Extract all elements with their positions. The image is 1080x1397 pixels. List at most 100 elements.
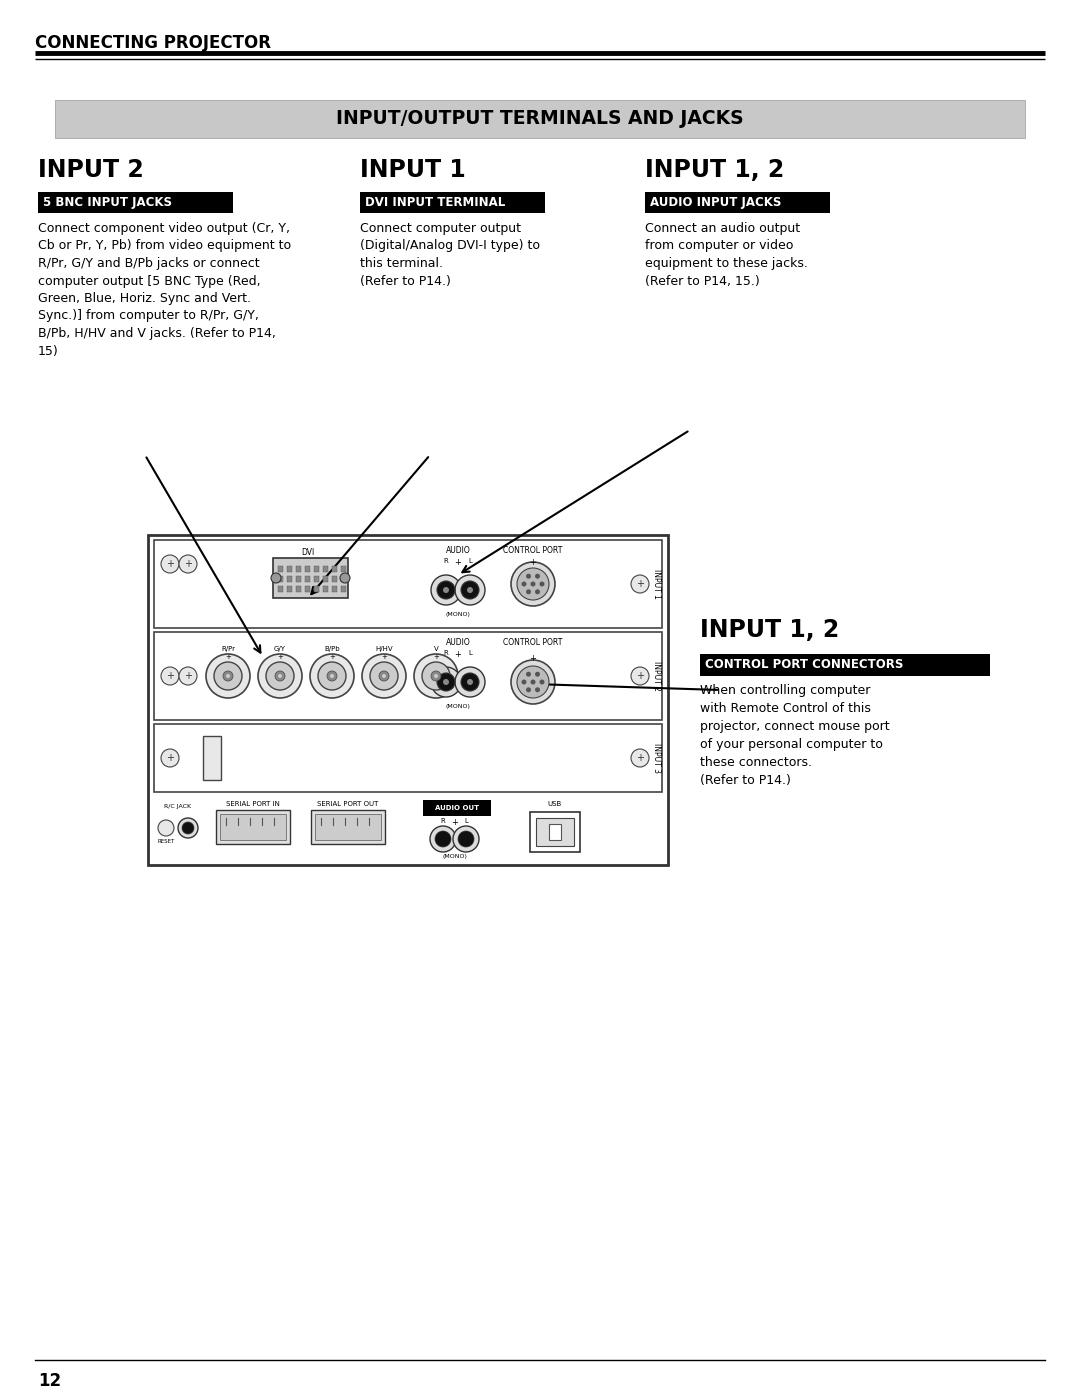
Text: CONNECTING PROJECTOR: CONNECTING PROJECTOR <box>35 34 271 52</box>
Text: +: + <box>166 671 174 680</box>
Text: L: L <box>464 819 468 824</box>
Circle shape <box>310 654 354 698</box>
Bar <box>314 576 319 583</box>
Circle shape <box>453 826 480 852</box>
Bar <box>278 585 283 592</box>
Circle shape <box>266 662 294 690</box>
Text: +: + <box>529 654 537 664</box>
Text: R/C JACK: R/C JACK <box>164 805 191 809</box>
Circle shape <box>222 671 233 680</box>
Circle shape <box>535 590 540 594</box>
Circle shape <box>414 654 458 698</box>
Text: +: + <box>636 753 644 763</box>
Circle shape <box>382 673 386 678</box>
Text: +: + <box>636 671 644 680</box>
Text: +: + <box>166 559 174 569</box>
Bar <box>305 566 310 571</box>
Text: V: V <box>434 645 438 652</box>
Circle shape <box>631 666 649 685</box>
Text: CONTROL PORT: CONTROL PORT <box>503 638 563 647</box>
Circle shape <box>275 671 285 680</box>
Text: INPUT 2: INPUT 2 <box>652 661 661 692</box>
Circle shape <box>226 673 230 678</box>
Bar <box>323 566 328 571</box>
Circle shape <box>206 654 249 698</box>
Circle shape <box>511 659 555 704</box>
Bar <box>154 541 662 629</box>
Bar <box>314 585 319 592</box>
Bar <box>645 191 831 212</box>
Bar <box>55 101 1025 138</box>
Circle shape <box>530 679 536 685</box>
Text: INPUT 1, 2: INPUT 1, 2 <box>700 617 839 643</box>
Circle shape <box>214 662 242 690</box>
Text: G/Y: G/Y <box>274 645 286 652</box>
Circle shape <box>511 562 555 606</box>
Text: R/Pr: R/Pr <box>221 645 235 652</box>
Text: AUDIO: AUDIO <box>446 546 471 555</box>
Circle shape <box>455 576 485 605</box>
Bar <box>296 576 301 583</box>
Text: +: + <box>451 819 458 827</box>
Circle shape <box>330 673 334 678</box>
Text: R: R <box>444 650 448 657</box>
Bar <box>287 566 292 571</box>
Text: 5 BNC INPUT JACKS: 5 BNC INPUT JACKS <box>43 196 172 210</box>
Circle shape <box>631 576 649 592</box>
Circle shape <box>379 671 389 680</box>
Circle shape <box>178 819 198 838</box>
Circle shape <box>431 576 461 605</box>
Circle shape <box>179 666 197 685</box>
Circle shape <box>526 590 531 594</box>
Bar <box>220 814 286 840</box>
Circle shape <box>526 574 531 578</box>
Circle shape <box>422 662 450 690</box>
Circle shape <box>530 581 536 587</box>
Text: Connect an audio output
from computer or video
equipment to these jacks.
(Refer : Connect an audio output from computer or… <box>645 222 808 288</box>
Text: +: + <box>184 671 192 680</box>
Text: +: + <box>433 654 438 659</box>
Text: CONTROL PORT: CONTROL PORT <box>503 546 563 555</box>
Text: +: + <box>184 559 192 569</box>
Circle shape <box>517 569 549 599</box>
Circle shape <box>161 555 179 573</box>
Text: Connect component video output (Cr, Y,
Cb or Pr, Y, Pb) from video equipment to
: Connect component video output (Cr, Y, C… <box>38 222 292 358</box>
Circle shape <box>437 673 455 692</box>
Bar <box>311 810 384 844</box>
Bar <box>530 812 580 852</box>
Bar <box>323 585 328 592</box>
Bar <box>332 566 337 571</box>
Bar <box>314 566 319 571</box>
Circle shape <box>430 826 456 852</box>
Text: Connect computer output
(Digital/Analog DVI-I type) to
this terminal.
(Refer to : Connect computer output (Digital/Analog … <box>360 222 540 288</box>
Circle shape <box>434 673 438 678</box>
Text: DVI INPUT TERMINAL: DVI INPUT TERMINAL <box>365 196 505 210</box>
Bar <box>273 557 348 598</box>
Bar <box>154 724 662 792</box>
Text: +: + <box>278 654 283 659</box>
Text: USB: USB <box>548 800 562 807</box>
Circle shape <box>517 666 549 698</box>
Circle shape <box>431 666 461 697</box>
Circle shape <box>340 573 350 583</box>
Text: B/Pb: B/Pb <box>324 645 340 652</box>
Circle shape <box>535 672 540 676</box>
Text: INPUT/OUTPUT TERMINALS AND JACKS: INPUT/OUTPUT TERMINALS AND JACKS <box>336 109 744 129</box>
Circle shape <box>522 679 527 685</box>
Circle shape <box>362 654 406 698</box>
Bar <box>700 654 990 676</box>
Circle shape <box>458 831 474 847</box>
Circle shape <box>183 821 194 834</box>
Circle shape <box>461 581 480 599</box>
Circle shape <box>522 581 527 587</box>
Bar <box>341 585 346 592</box>
Bar <box>341 566 346 571</box>
Text: AUDIO INPUT JACKS: AUDIO INPUT JACKS <box>650 196 781 210</box>
Circle shape <box>435 831 451 847</box>
Text: INPUT 3: INPUT 3 <box>652 743 661 773</box>
Text: RESET: RESET <box>158 840 175 844</box>
Text: INPUT 2: INPUT 2 <box>38 158 144 182</box>
Text: SERIAL PORT OUT: SERIAL PORT OUT <box>318 800 379 807</box>
Circle shape <box>271 573 281 583</box>
Circle shape <box>161 749 179 767</box>
